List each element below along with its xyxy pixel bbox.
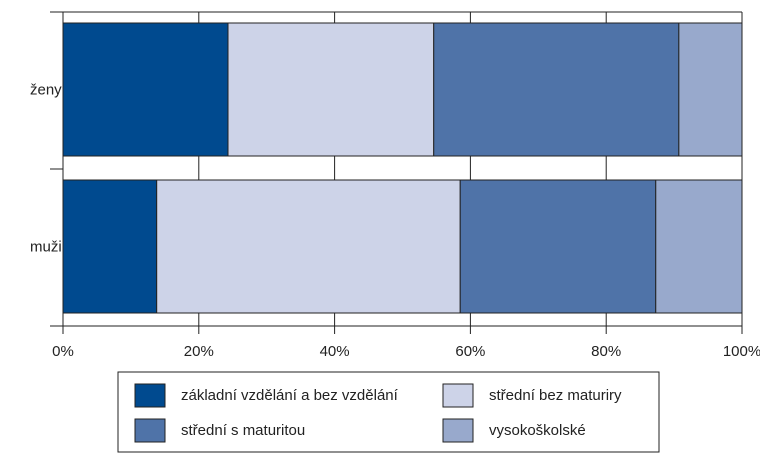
legend-label: základní vzdělání a bez vzdělání: [181, 387, 399, 404]
legend-label: střední bez maturiry: [489, 387, 622, 404]
x-tick-label: 80%: [591, 343, 621, 360]
legend-label: vysokoškolské: [489, 422, 586, 439]
bar-segment: [459, 179, 657, 314]
bar-segment: [62, 22, 229, 157]
legend-swatch: [134, 418, 166, 443]
legend-swatch: [442, 383, 474, 408]
legend-swatch: [134, 383, 166, 408]
x-tick-label: 0%: [52, 343, 74, 360]
legend-box: [117, 371, 660, 453]
y-tick-label: ženy: [30, 81, 62, 98]
bar-segment: [433, 22, 680, 157]
legend-label: střední s maturitou: [181, 422, 305, 439]
y-tick-label: muži: [30, 238, 62, 255]
bar-segment: [678, 22, 743, 157]
legend-swatch: [442, 418, 474, 443]
bar-segment: [156, 179, 461, 314]
bar-segment: [62, 179, 158, 314]
x-tick-label: 20%: [184, 343, 214, 360]
x-tick-label: 60%: [455, 343, 485, 360]
bar-segment: [655, 179, 743, 314]
x-tick-label: 100%: [723, 343, 760, 360]
x-tick-label: 40%: [320, 343, 350, 360]
bar-segment: [227, 22, 435, 157]
